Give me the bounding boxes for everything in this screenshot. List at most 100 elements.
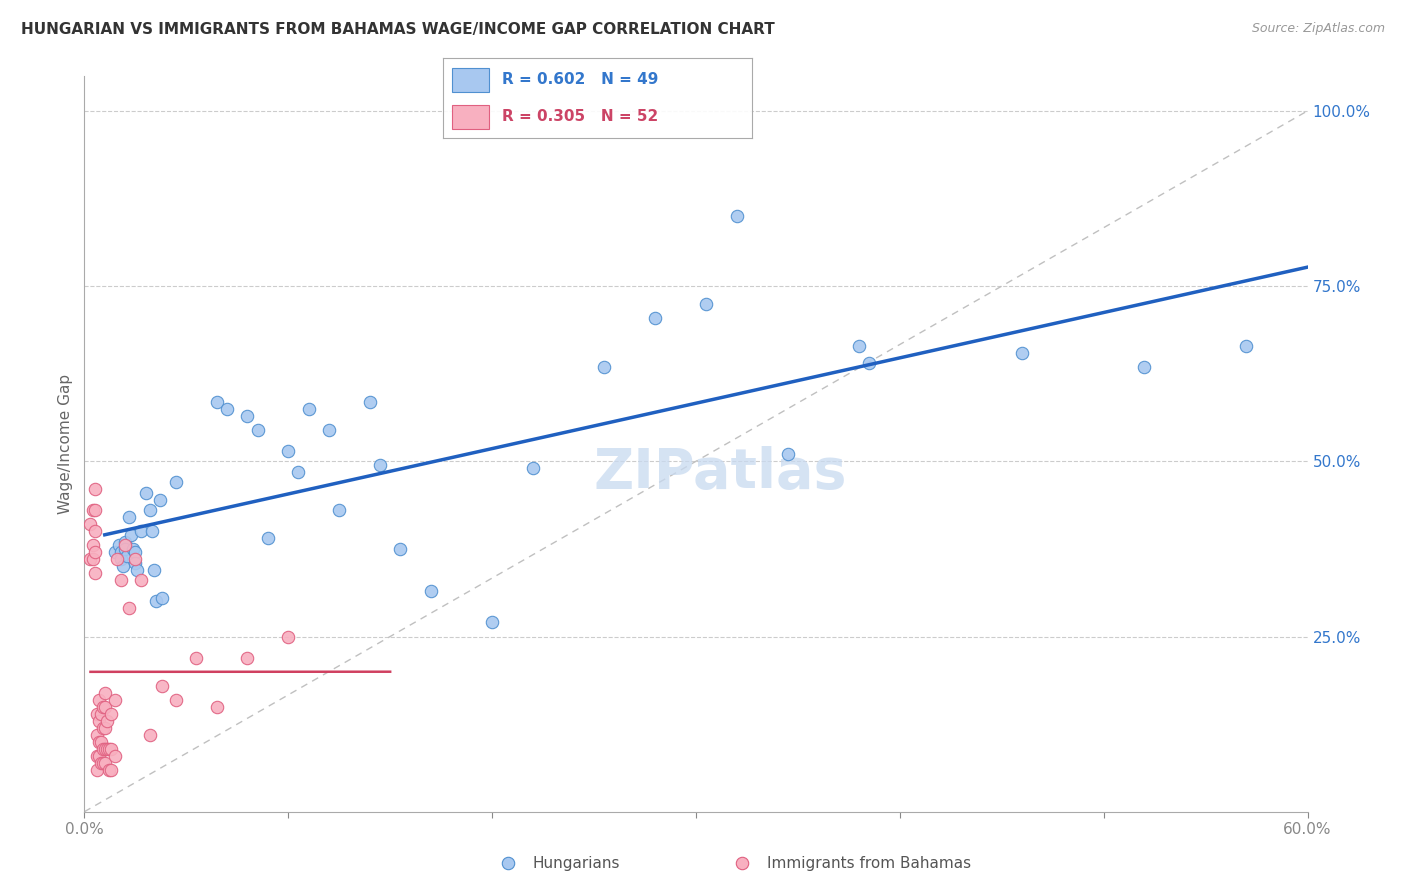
Point bbox=[86, 763, 108, 777]
Point bbox=[87, 734, 110, 748]
Point bbox=[150, 591, 173, 605]
Point bbox=[257, 532, 280, 546]
Point bbox=[110, 574, 132, 588]
Point bbox=[97, 741, 120, 756]
Point bbox=[91, 756, 114, 770]
Point bbox=[858, 356, 880, 370]
Point bbox=[114, 541, 136, 556]
Point bbox=[848, 338, 870, 352]
Point bbox=[277, 443, 299, 458]
Point bbox=[82, 538, 104, 552]
Point bbox=[87, 692, 110, 706]
Point bbox=[359, 394, 381, 409]
Point bbox=[79, 517, 101, 532]
Point bbox=[150, 679, 173, 693]
Point bbox=[96, 741, 118, 756]
Point bbox=[93, 685, 115, 699]
Text: Immigrants from Bahamas: Immigrants from Bahamas bbox=[768, 855, 972, 871]
Point bbox=[90, 706, 112, 721]
Point bbox=[420, 584, 443, 599]
Point bbox=[82, 503, 104, 517]
Point bbox=[93, 741, 115, 756]
Point bbox=[91, 721, 114, 735]
Text: R = 0.602   N = 49: R = 0.602 N = 49 bbox=[502, 72, 658, 87]
Point bbox=[124, 552, 146, 566]
Point bbox=[124, 545, 146, 559]
Point bbox=[389, 541, 412, 556]
Y-axis label: Wage/Income Gap: Wage/Income Gap bbox=[58, 374, 73, 514]
Point bbox=[97, 763, 120, 777]
Point bbox=[328, 503, 350, 517]
Point bbox=[104, 748, 127, 763]
Point bbox=[120, 528, 142, 542]
Point bbox=[83, 545, 105, 559]
Point bbox=[165, 692, 187, 706]
Point bbox=[104, 545, 127, 559]
Point bbox=[86, 728, 108, 742]
Point bbox=[79, 552, 101, 566]
Point bbox=[131, 524, 153, 539]
Point bbox=[145, 594, 167, 608]
Point bbox=[118, 601, 141, 615]
Point bbox=[100, 763, 122, 777]
Point bbox=[86, 748, 108, 763]
Point bbox=[90, 756, 112, 770]
Point bbox=[496, 856, 519, 871]
Point bbox=[138, 503, 160, 517]
Point bbox=[83, 524, 105, 539]
Point bbox=[205, 394, 228, 409]
Point bbox=[217, 401, 239, 416]
Point bbox=[236, 409, 259, 423]
Point bbox=[87, 748, 110, 763]
Point bbox=[1011, 345, 1033, 359]
Point bbox=[86, 706, 108, 721]
Point bbox=[122, 541, 145, 556]
Text: ZIPatlas: ZIPatlas bbox=[593, 446, 848, 500]
Point bbox=[141, 524, 163, 539]
Bar bbox=[453, 104, 489, 128]
Point bbox=[593, 359, 616, 374]
Point bbox=[83, 503, 105, 517]
Point bbox=[93, 721, 115, 735]
Point bbox=[127, 563, 149, 577]
Point bbox=[165, 475, 187, 490]
Point bbox=[277, 630, 299, 644]
Point bbox=[236, 650, 259, 665]
Point bbox=[83, 483, 105, 497]
Text: R = 0.305   N = 52: R = 0.305 N = 52 bbox=[502, 109, 658, 124]
Point bbox=[105, 552, 128, 566]
Point bbox=[110, 545, 132, 559]
Point bbox=[104, 692, 127, 706]
Point bbox=[1236, 338, 1258, 352]
Point bbox=[91, 699, 114, 714]
Point bbox=[100, 741, 122, 756]
Bar bbox=[453, 68, 489, 92]
Point bbox=[287, 465, 309, 479]
Point bbox=[93, 756, 115, 770]
Point bbox=[82, 552, 104, 566]
Point bbox=[96, 714, 118, 728]
Point bbox=[135, 485, 157, 500]
Point bbox=[91, 741, 114, 756]
Point bbox=[776, 447, 799, 461]
Point bbox=[112, 559, 135, 574]
Point bbox=[731, 856, 754, 871]
Point bbox=[138, 728, 160, 742]
Point bbox=[118, 510, 141, 524]
Point bbox=[142, 563, 165, 577]
Point bbox=[100, 706, 122, 721]
Point bbox=[205, 699, 228, 714]
Point bbox=[87, 714, 110, 728]
Point bbox=[481, 615, 503, 630]
Point bbox=[114, 534, 136, 549]
Point bbox=[695, 296, 717, 310]
Point bbox=[90, 734, 112, 748]
Point bbox=[83, 566, 105, 581]
Text: HUNGARIAN VS IMMIGRANTS FROM BAHAMAS WAGE/INCOME GAP CORRELATION CHART: HUNGARIAN VS IMMIGRANTS FROM BAHAMAS WAG… bbox=[21, 22, 775, 37]
Point bbox=[298, 401, 321, 416]
Point bbox=[522, 461, 544, 475]
Point bbox=[110, 552, 132, 566]
Point bbox=[114, 538, 136, 552]
Point bbox=[115, 549, 138, 563]
Point bbox=[186, 650, 208, 665]
